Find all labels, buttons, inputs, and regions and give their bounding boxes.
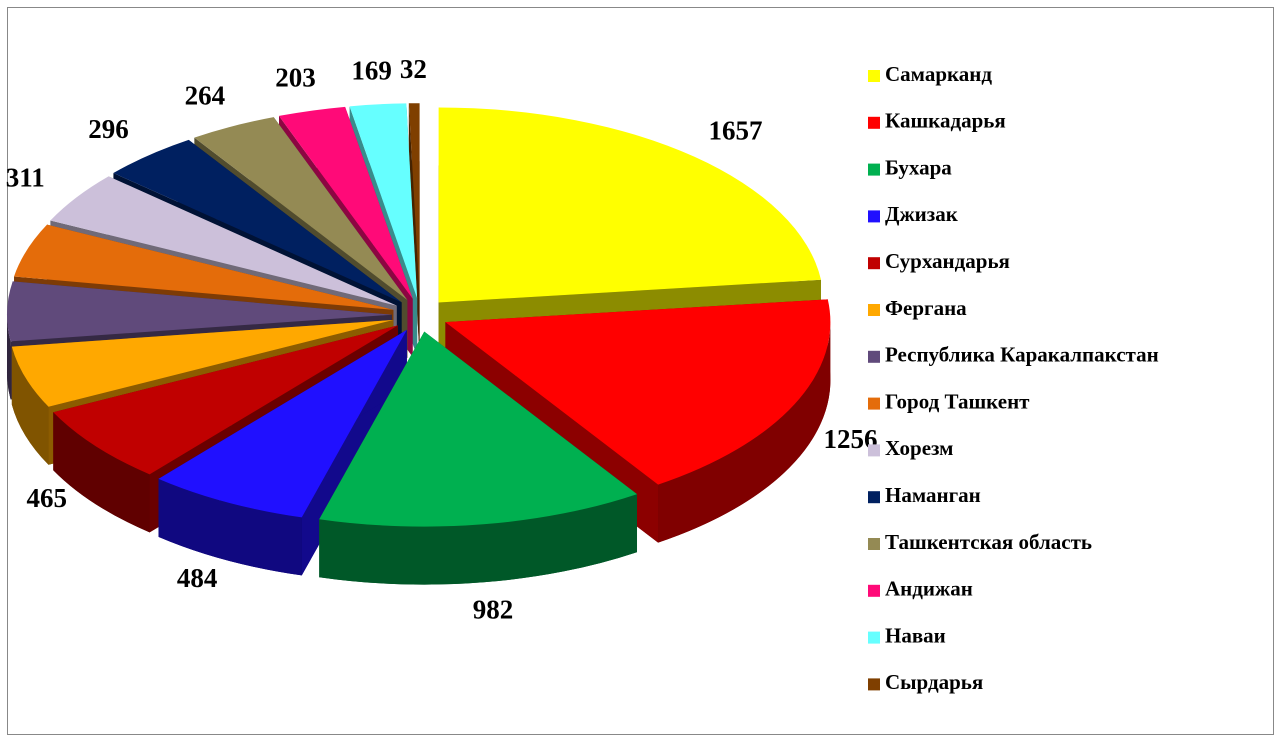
- slice: [445, 299, 831, 485]
- slice-side: [158, 478, 302, 576]
- data-label: 264: [185, 81, 226, 111]
- legend-label: Наманган: [885, 483, 981, 507]
- legend-label: Фергана: [885, 296, 967, 320]
- slice: [7, 281, 393, 342]
- slice: [319, 331, 638, 585]
- slice: [194, 117, 408, 301]
- slice: [158, 329, 407, 576]
- data-label: 203: [275, 63, 316, 93]
- data-label: 465: [26, 483, 67, 513]
- legend-label: Джизак: [885, 202, 959, 226]
- data-label: 982: [473, 595, 514, 625]
- data-label: 32: [400, 54, 427, 84]
- data-label: 484: [177, 563, 218, 593]
- legend-swatch: [868, 70, 880, 82]
- slice-side: [7, 314, 11, 400]
- slice-side: [53, 412, 150, 533]
- slice: [438, 107, 821, 303]
- legend-label: Самарканд: [885, 62, 992, 86]
- slice: [158, 329, 407, 518]
- legend-label: Республика Каракалпакстан: [885, 343, 1159, 367]
- legend-label: Сырдарья: [885, 670, 983, 694]
- legend-swatch: [868, 678, 880, 691]
- slice: [279, 106, 413, 299]
- legend-label: Андижан: [885, 577, 973, 601]
- slice: [53, 325, 398, 475]
- legend-swatch: [868, 584, 880, 597]
- data-label: 296: [88, 114, 129, 144]
- legend-label: Бухара: [885, 155, 952, 179]
- slice-side: [319, 494, 638, 585]
- legend-swatch: [868, 304, 880, 316]
- legend-swatch: [868, 257, 880, 270]
- legend-label: Кашкадарья: [885, 109, 1006, 133]
- data-label: 311: [6, 162, 45, 192]
- slice-side: [11, 346, 49, 465]
- legend-swatch: [868, 397, 880, 410]
- legend-swatch: [868, 116, 880, 129]
- slice: [14, 224, 394, 310]
- legend-label: Хорезм: [885, 436, 953, 460]
- slice: [11, 319, 394, 407]
- legend-swatch: [868, 538, 880, 550]
- legend-swatch: [868, 210, 880, 223]
- slice: [349, 103, 418, 299]
- legend-label: Сурхандарья: [885, 249, 1010, 273]
- legend-swatch: [868, 163, 880, 176]
- legend-swatch: [868, 350, 880, 363]
- slice: [319, 331, 638, 527]
- slice-side: [658, 322, 831, 543]
- data-label: 1657: [708, 116, 762, 146]
- legend-label: Ташкентская область: [885, 530, 1092, 554]
- slice-radial-wall: [408, 103, 420, 357]
- legend-swatch: [868, 444, 880, 457]
- slice: [50, 176, 397, 306]
- legend-label: Наваи: [885, 623, 946, 647]
- slice: [408, 103, 420, 299]
- slice: [113, 139, 402, 303]
- data-label: 169: [351, 55, 392, 85]
- legend-swatch: [868, 631, 880, 644]
- legend-swatch: [868, 491, 880, 504]
- legend-label: Город Ташкент: [885, 389, 1030, 413]
